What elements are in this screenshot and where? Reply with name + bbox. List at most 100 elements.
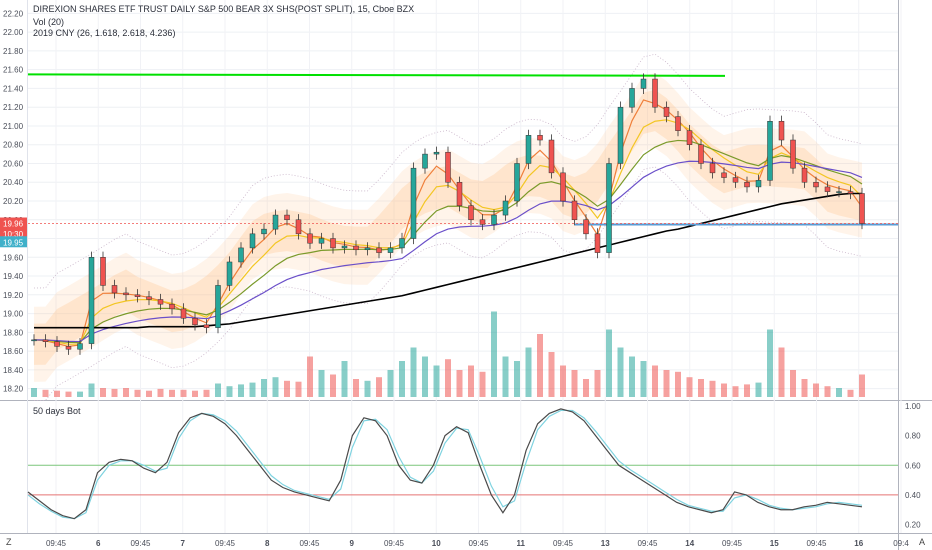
time-axis: 09:45 6 09:45 7 09:45 8 09:45 9 09:45 10 09:45 11 09…: [46, 539, 909, 548]
volume-bar: [479, 371, 486, 397]
volume-bar: [88, 383, 95, 397]
time-tick-label: 09:45: [806, 539, 827, 548]
volume-bar: [663, 370, 670, 397]
candle-body: [261, 228, 267, 235]
candle-body: [88, 257, 95, 344]
price-tick-label: 19.60: [3, 253, 24, 262]
candle-body: [571, 200, 578, 221]
auto-scale-icon[interactable]: A: [919, 537, 926, 547]
volume-bar: [675, 371, 681, 397]
volume-bar: [215, 383, 221, 397]
volume-bar: [65, 391, 72, 397]
time-tick-label: 13: [601, 539, 610, 548]
price-tick-label: 18.40: [3, 366, 24, 375]
volume-bar: [157, 388, 164, 397]
osc-tick-label: 0.60: [905, 461, 921, 470]
volume-bar: [31, 388, 37, 397]
volume-bar: [836, 388, 842, 397]
time-tick-label: 6: [96, 539, 101, 548]
candle-body: [330, 238, 336, 249]
volume-bar: [422, 356, 428, 397]
chart-title: DIREXION SHARES ETF TRUST DAILY S&P 500 …: [33, 4, 415, 14]
candle-body: [169, 303, 175, 310]
volume-bar: [767, 329, 773, 397]
volume-bar: [847, 389, 854, 397]
price-tick-label: 19.40: [3, 272, 24, 281]
candle-body: [215, 285, 221, 328]
ma-black: [34, 192, 862, 329]
volume-bar: [261, 379, 267, 397]
price-tag: [0, 227, 27, 239]
time-tick-label: 16: [854, 539, 863, 548]
price-tag-label: 19.95: [3, 238, 24, 247]
volume-bar: [548, 352, 555, 397]
candle-body: [180, 308, 187, 319]
price-tick-label: 18.20: [3, 385, 24, 394]
horizontal-lines: [27, 73, 898, 226]
zoom-icon[interactable]: Z: [6, 537, 12, 547]
time-tick-label: 14: [685, 539, 694, 548]
cny-band-outer: [34, 73, 862, 382]
price-tick-label: 19.20: [3, 291, 24, 300]
volume-bar: [134, 389, 141, 397]
volume-bar: [203, 389, 210, 397]
candle-body: [824, 186, 831, 192]
candle-body: [491, 214, 497, 225]
candle-body: [203, 324, 210, 328]
candle-body: [778, 121, 785, 141]
volume-bar: [698, 379, 704, 397]
volume-bar: [525, 347, 532, 397]
osc-signal-line: [27, 409, 863, 520]
price-tick-label: 22.20: [3, 9, 24, 18]
candle-body: [399, 238, 405, 249]
volume-bar: [238, 384, 244, 397]
volume-bar: [376, 377, 382, 397]
volume-bar: [594, 370, 601, 397]
volume-bar: [824, 386, 831, 397]
volume-bar: [456, 370, 463, 397]
candle-body: [560, 172, 566, 202]
time-tick-label: 10: [432, 539, 441, 548]
volume-indicator-label[interactable]: Vol (20): [33, 17, 65, 27]
time-tick-label: 09:45: [468, 539, 489, 548]
volume-bar: [813, 383, 819, 397]
candle-body: [226, 261, 233, 286]
price-tick-label: 20.20: [3, 197, 24, 206]
candle-body: [767, 121, 773, 181]
candle-body: [847, 191, 854, 194]
time-tick-label: 09:4: [893, 539, 909, 548]
candle-body: [376, 247, 382, 253]
candle-body: [755, 180, 762, 188]
candle-body: [42, 339, 49, 342]
price-axis: 22.20 22.00 21.80 21.60 21.40 21.20 21.00 20.80…: [0, 9, 921, 530]
candle-body: [284, 214, 290, 221]
volume-bar: [744, 384, 750, 397]
volume-bar: [709, 380, 716, 397]
volume-bar: [445, 359, 451, 397]
price-tick-label: 21.00: [3, 122, 24, 131]
volume-bar: [801, 379, 808, 397]
candle-body: [537, 135, 543, 141]
oscillator-title[interactable]: 50 days Bot: [33, 406, 81, 416]
volume-bar: [502, 356, 509, 397]
osc-tick-label: 0.40: [905, 491, 921, 500]
cny-band-dotted: [33, 166, 863, 401]
candle-body: [123, 292, 129, 296]
cny-indicator-label[interactable]: 2019 CNY (26, 1.618, 2.618, 4.236): [33, 28, 176, 38]
candle-body: [54, 341, 60, 347]
volume-bar: [54, 390, 60, 397]
candle-body: [65, 346, 72, 350]
volume-bar: [307, 356, 313, 397]
price-tag: [0, 217, 27, 229]
candle-body: [134, 294, 141, 297]
candle-body: [479, 219, 486, 225]
volume-bar: [330, 374, 336, 397]
candle-body: [238, 247, 244, 263]
price-tick-label: 18.60: [3, 347, 24, 356]
volume-bar: [583, 379, 589, 397]
candle-body: [502, 200, 509, 216]
candle-body: [364, 247, 371, 251]
volume-bar: [537, 334, 543, 397]
candle-body: [146, 296, 152, 300]
